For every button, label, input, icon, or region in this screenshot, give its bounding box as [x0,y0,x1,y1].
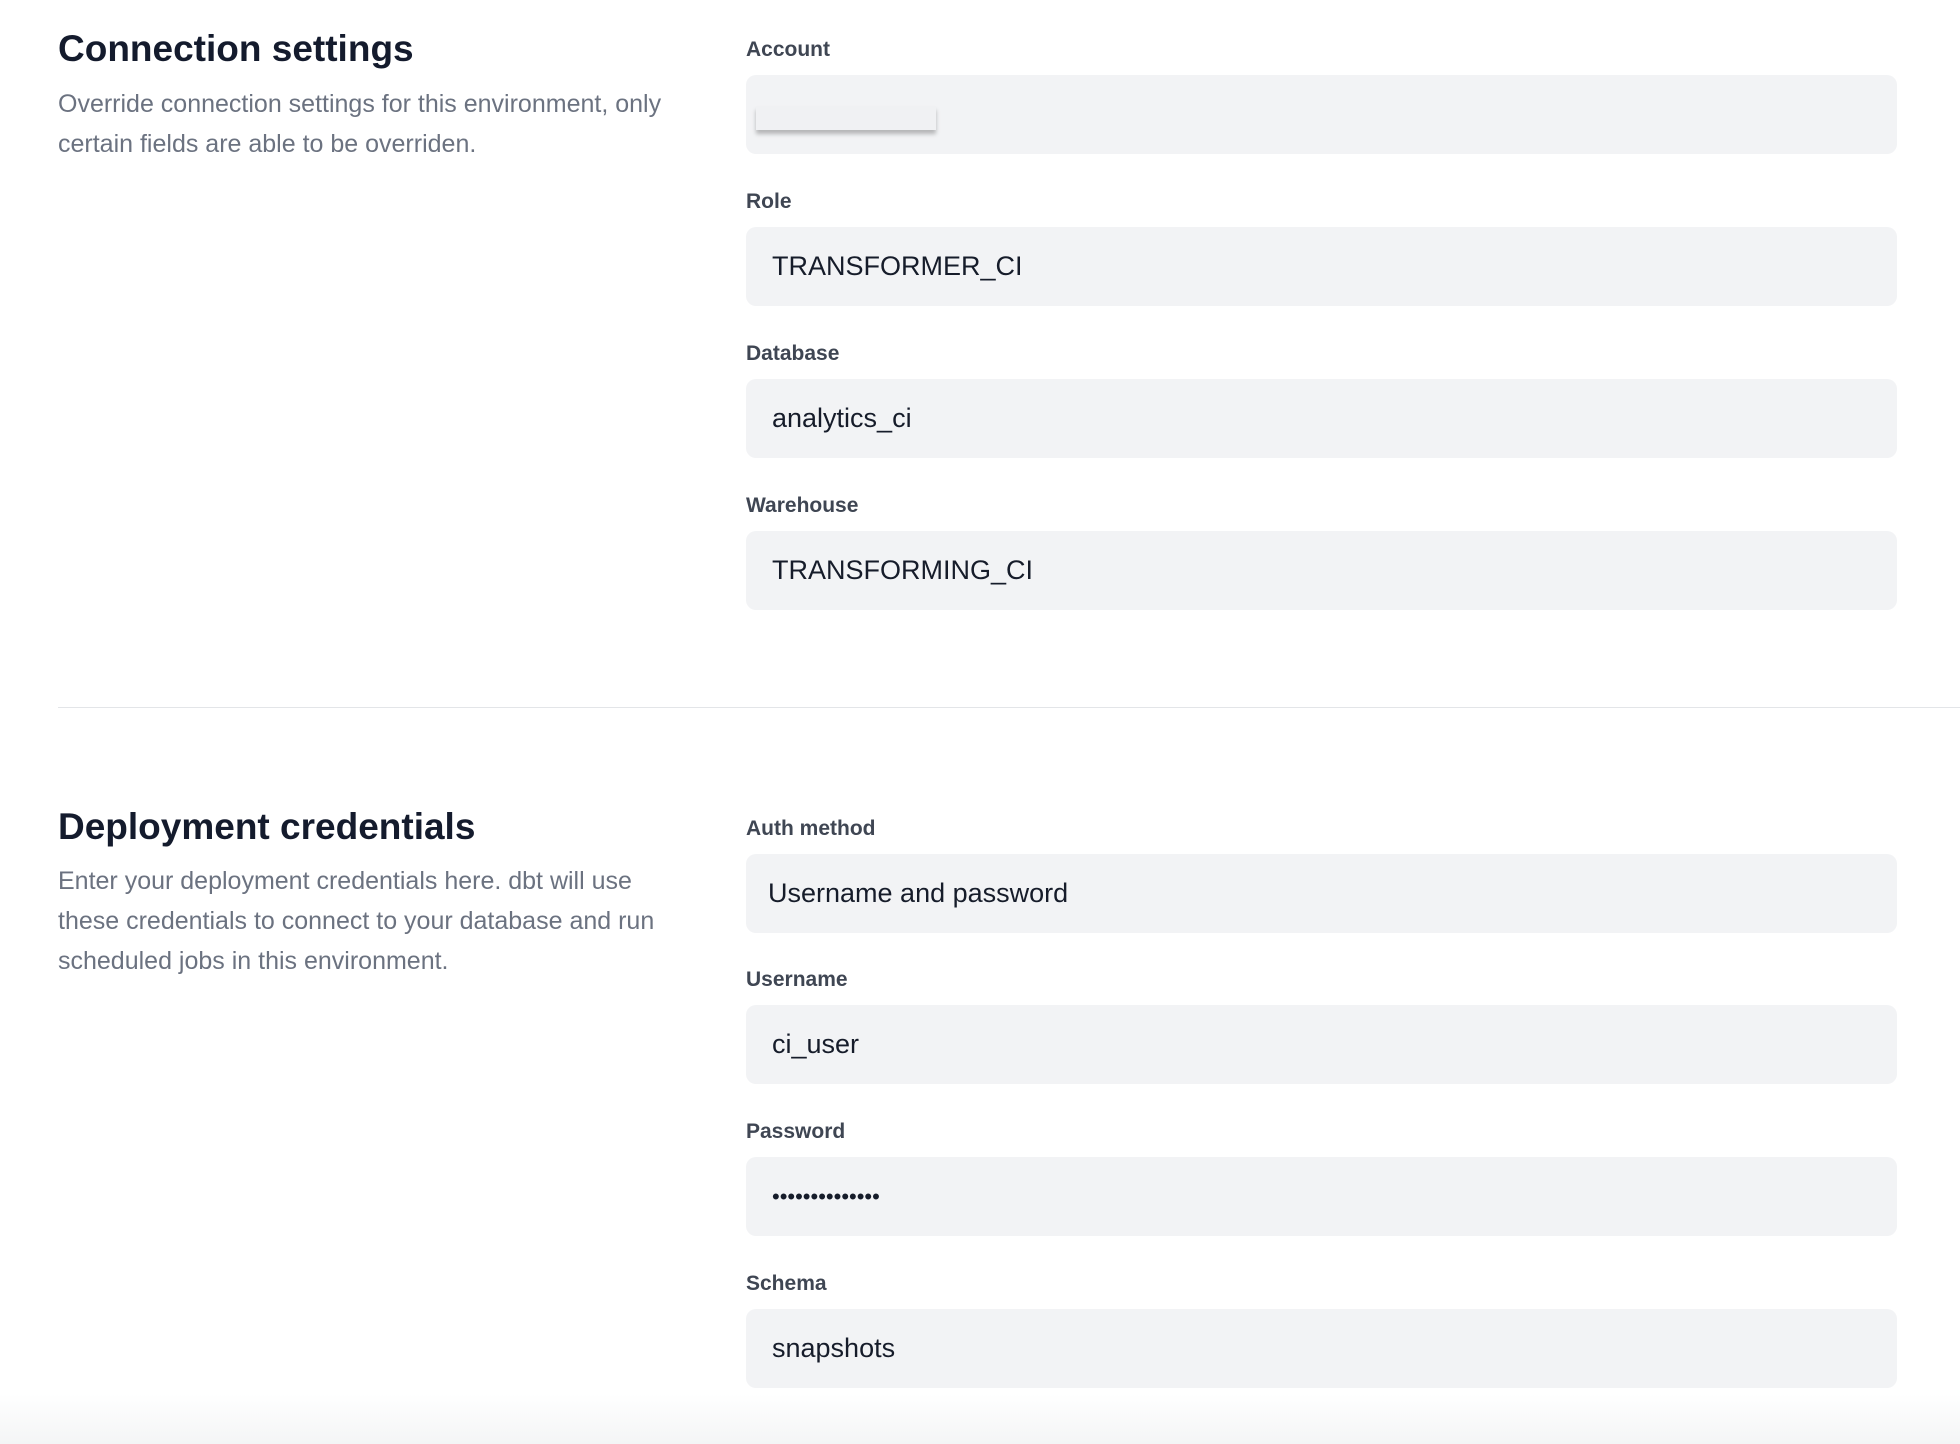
bottom-fade [0,1394,1960,1444]
database-field[interactable]: analytics_ci [746,379,1897,458]
password-label: Password [746,1120,846,1143]
redacted-value [756,105,936,130]
connection-settings-description: Override connection settings for this en… [58,90,662,158]
username-field[interactable]: ci_user [746,1005,1897,1084]
account-label: Account [746,38,830,61]
schema-label: Schema [746,1272,827,1295]
deployment-credentials-description: Enter your deployment credentials here. … [58,867,655,975]
schema-field[interactable]: snapshots [746,1309,1897,1388]
warehouse-field[interactable]: TRANSFORMING_CI [746,531,1897,610]
role-label: Role [746,190,792,213]
role-field[interactable]: TRANSFORMER_CI [746,227,1897,306]
password-field[interactable]: •••••••••••••• [746,1157,1897,1236]
connection-settings-title: Connection settings [58,28,414,69]
account-field[interactable] [746,75,1897,154]
section-divider [58,707,1960,708]
database-label: Database [746,342,840,365]
auth-method-select[interactable]: Username and password [746,854,1897,933]
username-label: Username [746,968,848,991]
auth-method-label: Auth method [746,817,876,840]
warehouse-label: Warehouse [746,494,859,517]
deployment-credentials-title: Deployment credentials [58,806,476,847]
